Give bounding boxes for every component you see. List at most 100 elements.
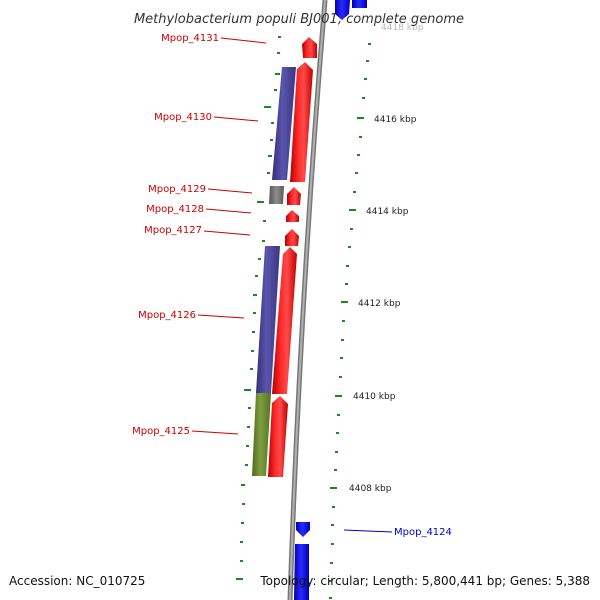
tick-mark [250, 368, 253, 370]
leader-line [343, 529, 393, 533]
gene-label-mpop-4125[interactable]: Mpop_4125 [132, 426, 190, 437]
tick-mark [274, 89, 277, 91]
tick-mark [330, 562, 333, 564]
forward-strand-genes [268, 37, 317, 477]
gene-label-mpop-4129[interactable]: Mpop_4129 [148, 184, 206, 195]
tick-mark [253, 294, 257, 296]
tick-mark [240, 560, 243, 562]
tick-mark [350, 228, 353, 230]
cog-block-4129 [269, 186, 284, 204]
tick-mark [236, 578, 243, 580]
tick-mark [258, 258, 261, 260]
leader-line [207, 188, 253, 194]
tick-mark [270, 139, 273, 141]
tick-mark [332, 506, 335, 508]
tick-mark [262, 240, 265, 242]
scale-label-4412: 4412 kbp [358, 299, 401, 309]
tick-mark [336, 432, 339, 434]
gene-label-mpop-4131[interactable]: Mpop_4131 [161, 33, 219, 44]
tick-mark [337, 414, 340, 416]
scale-label-4416: 4416 kbp [374, 115, 417, 125]
tick-mark [246, 445, 249, 447]
gene-label-mpop-4126[interactable]: Mpop_4126 [138, 310, 196, 321]
tick-mark [257, 201, 264, 203]
leader-line [191, 430, 239, 435]
tick-mark [334, 469, 337, 471]
gene-arrow-4128[interactable] [286, 210, 299, 222]
tick-mark [330, 487, 337, 489]
tick-mark [241, 522, 244, 524]
tick-mark [329, 597, 332, 599]
tick-mark [346, 265, 349, 267]
gene-label-mpop-4128[interactable]: Mpop_4128 [146, 204, 204, 215]
scale-label-4418: 4418 kbp [381, 23, 424, 33]
scale-label-4414: 4414 kbp [366, 207, 409, 217]
tick-mark [349, 209, 356, 211]
gene-label-mpop-4127[interactable]: Mpop_4127 [144, 225, 202, 236]
gene-arrow-reverse-next[interactable] [294, 544, 309, 600]
scale-label-4408: 4408 kbp [349, 484, 392, 494]
tick-mark [357, 117, 364, 119]
tick-mark [364, 78, 367, 80]
tick-mark [268, 155, 272, 157]
tick-mark [241, 484, 245, 486]
gene-arrow-4124[interactable] [296, 522, 310, 537]
inner-tick-ring [236, 36, 281, 580]
tick-mark [278, 36, 281, 38]
gene-arrow-4125[interactable] [268, 396, 288, 477]
tick-mark [271, 122, 274, 124]
tick-mark [348, 246, 351, 248]
tick-mark [255, 275, 258, 277]
cog-category-ring [252, 67, 296, 476]
gene-arrow-4127[interactable] [285, 229, 299, 246]
leader-line [205, 208, 252, 214]
tick-mark [245, 464, 248, 466]
tick-mark [359, 136, 362, 138]
cog-block-4125 [252, 393, 271, 476]
map-title: Methylobacterium populi BJ001, complete … [134, 12, 464, 27]
tick-mark [267, 172, 270, 174]
cog-block-4130 [272, 67, 296, 180]
tick-mark [357, 154, 360, 156]
tick-mark [252, 331, 255, 333]
gene-arrow-4126[interactable] [272, 247, 297, 394]
gene-arrow-4129[interactable] [287, 187, 301, 205]
leader-line [220, 37, 267, 44]
tick-mark [264, 106, 271, 108]
tick-mark [240, 541, 243, 543]
tick-mark [355, 172, 358, 174]
tick-mark [341, 301, 348, 303]
tick-mark [353, 191, 356, 193]
tick-mark [248, 407, 251, 409]
gene-arrow-4131[interactable] [302, 37, 317, 58]
gene-label-mpop-4124[interactable]: Mpop_4124 [394, 527, 452, 538]
tick-mark [331, 524, 334, 526]
scale-labels: 4418 kbp 4416 kbp 4414 kbp 4412 kbp 4410… [349, 23, 424, 494]
reverse-strand-genes [294, 0, 367, 600]
tick-mark [339, 376, 342, 378]
leader-line [197, 314, 245, 319]
tick-mark [335, 451, 338, 453]
scale-label-4410: 4410 kbp [353, 392, 396, 402]
gene-arrow-4130[interactable] [290, 62, 313, 182]
leader-line [213, 116, 259, 122]
gene-label-mpop-4130[interactable]: Mpop_4130 [154, 112, 212, 123]
tick-mark [263, 220, 266, 222]
gene-block-top-reverse[interactable] [352, 0, 367, 8]
tick-mark [331, 543, 334, 545]
tick-mark [275, 73, 280, 75]
tick-mark [253, 312, 256, 314]
tick-mark [251, 350, 254, 352]
tick-mark [368, 43, 371, 45]
accession-label: Accession: NC_010725 [9, 574, 146, 588]
genome-backbone-highlight [289, 0, 326, 600]
tick-mark [342, 320, 345, 322]
leader-line [203, 230, 251, 236]
tick-mark [341, 339, 344, 341]
tick-mark [335, 395, 342, 397]
gene-arrow-top-reverse[interactable] [335, 0, 350, 20]
tick-mark [340, 357, 343, 359]
tick-mark [277, 52, 280, 54]
label-leader-lines [191, 37, 393, 533]
